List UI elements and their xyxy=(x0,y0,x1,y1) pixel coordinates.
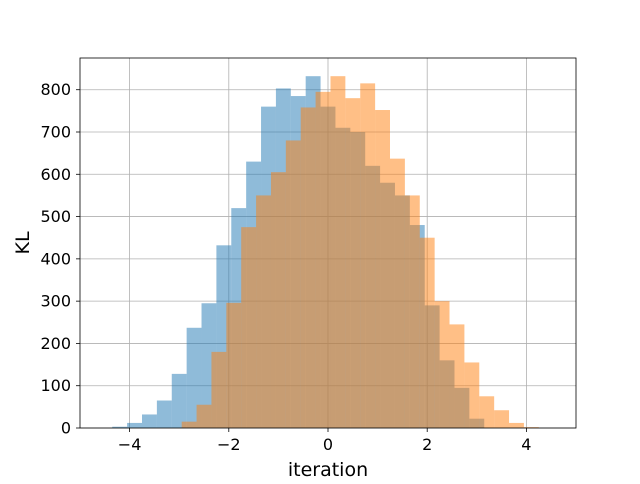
histogram-bar-s0-2 xyxy=(142,414,157,428)
histogram-bar-s1-18 xyxy=(449,324,465,428)
x-tick-label-0: −4 xyxy=(118,435,142,454)
x-axis-ticks: −4 −2 0 2 4 xyxy=(118,428,531,454)
x-tick-label-4: 4 xyxy=(521,435,531,454)
histogram-bar-s1-0 xyxy=(181,421,197,428)
histogram-bar-s1-8 xyxy=(300,107,316,428)
histogram-bar-s1-23 xyxy=(523,427,539,428)
y-tick-label-7: 700 xyxy=(40,123,71,142)
y-axis-ticks: 0 100 200 300 400 500 600 700 800 xyxy=(40,80,80,438)
y-tick-label-2: 200 xyxy=(40,334,71,353)
histogram-bar-s1-6 xyxy=(270,172,286,428)
histogram-bar-s1-22 xyxy=(509,422,524,428)
x-tick-label-1: −2 xyxy=(217,435,241,454)
histogram-bar-s1-5 xyxy=(256,195,271,428)
y-tick-label-4: 400 xyxy=(40,249,71,268)
x-axis-label: iteration xyxy=(288,459,368,480)
histogram-bar-s1-20 xyxy=(479,396,495,428)
histogram-bar-s1-15 xyxy=(404,195,420,428)
y-tick-label-5: 500 xyxy=(40,207,71,226)
histogram-bar-s1-3 xyxy=(226,302,242,428)
histogram-bar-s1-9 xyxy=(315,91,331,428)
y-tick-label-8: 800 xyxy=(40,80,71,99)
histogram-bar-s0-5 xyxy=(186,327,202,428)
histogram-bar-s1-12 xyxy=(360,83,376,428)
x-tick-label-3: 2 xyxy=(422,435,432,454)
histogram-bar-s1-2 xyxy=(211,351,227,428)
histogram-bar-s1-11 xyxy=(345,98,361,429)
y-tick-label-1: 100 xyxy=(40,376,71,395)
y-tick-label-0: 0 xyxy=(61,419,71,438)
histogram-bar-s0-3 xyxy=(156,400,172,428)
histogram-bar-s0-0 xyxy=(112,426,128,428)
histogram-bar-s1-14 xyxy=(390,158,405,428)
histogram-bar-s1-10 xyxy=(330,76,346,428)
y-tick-label-3: 300 xyxy=(40,292,71,311)
y-tick-label-6: 600 xyxy=(40,165,71,184)
histogram-bar-s1-13 xyxy=(375,110,390,429)
x-tick-label-2: 0 xyxy=(323,435,333,454)
histogram-bar-s1-17 xyxy=(434,301,450,428)
histogram-bar-s0-1 xyxy=(127,422,142,428)
histogram-bar-s1-7 xyxy=(285,140,301,428)
histogram-bar-s1-4 xyxy=(241,227,257,428)
histogram-bar-s1-1 xyxy=(196,404,212,428)
histogram-bar-s1-21 xyxy=(494,410,510,428)
y-axis-label: KL xyxy=(12,231,34,254)
histogram-bar-s1-16 xyxy=(419,237,435,428)
bars xyxy=(112,76,539,429)
histogram-bar-s1-19 xyxy=(464,362,480,428)
histogram-bar-s0-4 xyxy=(171,373,187,428)
